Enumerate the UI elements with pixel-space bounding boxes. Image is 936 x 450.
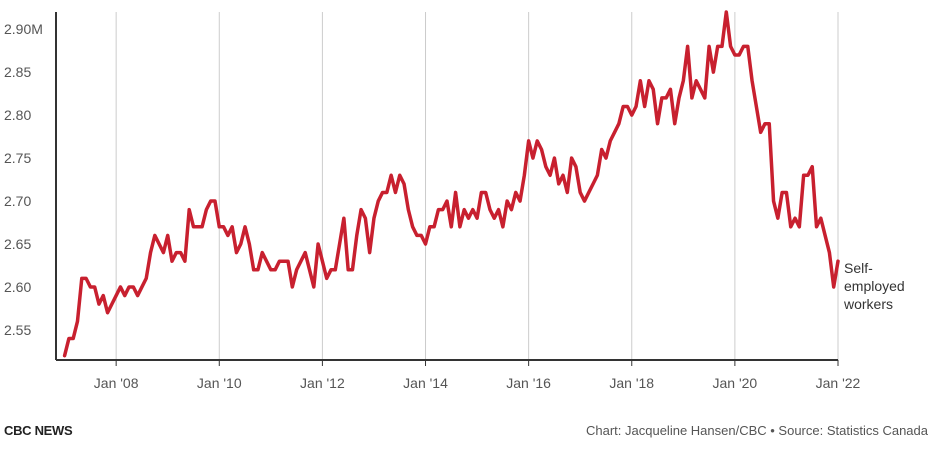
y-axis-tick-labels: 2.55 2.60 2.65 2.70 2.75 2.80 2.85 2.90M — [4, 21, 43, 338]
y-tick-label-7: 2.90M — [4, 21, 43, 37]
x-tick-label-5: Jan '18 — [609, 375, 654, 391]
x-axis-tick-labels: Jan '08 Jan '10 Jan '12 Jan '14 Jan '16 Jan '… — [94, 375, 861, 391]
y-tick-label-3: 2.70 — [4, 193, 31, 209]
x-tick-label-4: Jan '16 — [506, 375, 551, 391]
axes — [55, 12, 838, 361]
series-label-line-0: Self- — [844, 260, 873, 276]
y-tick-label-5: 2.80 — [4, 107, 31, 123]
x-tick-label-7: Jan '22 — [816, 375, 861, 391]
y-tick-label-6: 2.85 — [4, 64, 31, 80]
x-tick-label-0: Jan '08 — [94, 375, 139, 391]
credit-label: Chart: Jacqueline Hansen/CBC • Source: S… — [586, 423, 928, 438]
y-tick-label-4: 2.75 — [4, 150, 31, 166]
x-tick-label-2: Jan '12 — [300, 375, 345, 391]
x-tick-label-3: Jan '14 — [403, 375, 448, 391]
line-chart: 2.55 2.60 2.65 2.70 2.75 2.80 2.85 2.90M Jan '0… — [4, 10, 905, 391]
series-label-line-1: employed — [844, 278, 905, 294]
y-tick-label-2: 2.65 — [4, 236, 31, 252]
brand-label: CBC NEWS — [4, 423, 73, 438]
y-tick-label-1: 2.60 — [4, 279, 31, 295]
series-label-line-2: workers — [843, 296, 893, 312]
series-group — [62, 10, 840, 358]
x-tick-label-6: Jan '20 — [713, 375, 758, 391]
grid-lines — [115, 12, 839, 366]
x-tick-label-1: Jan '10 — [197, 375, 242, 391]
series-line-0 — [62, 10, 840, 358]
series-label: Self-employed workers — [843, 260, 905, 312]
y-tick-label-0: 2.55 — [4, 322, 31, 338]
